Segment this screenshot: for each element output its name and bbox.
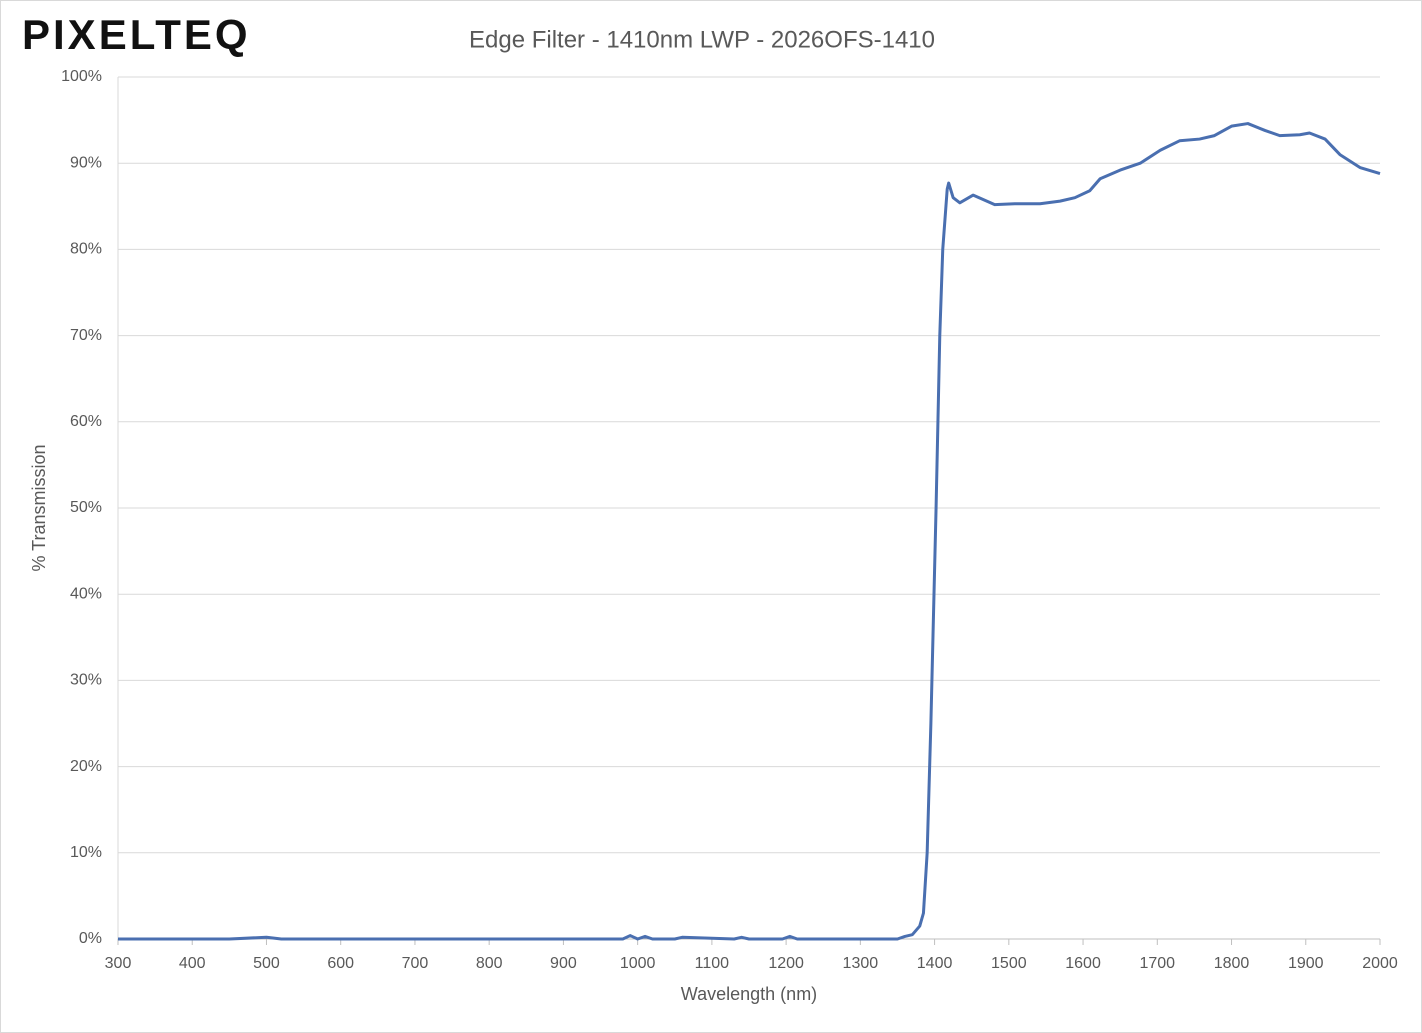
x-tick-label: 500 xyxy=(253,955,280,972)
y-tick-label: 90% xyxy=(70,154,102,171)
x-tick-label: 2000 xyxy=(1362,955,1398,972)
x-tick-label: 1800 xyxy=(1214,955,1250,972)
chart-title: Edge Filter - 1410nm LWP - 2026OFS-1410 xyxy=(469,26,935,53)
y-tick-label: 80% xyxy=(70,241,102,258)
y-axis-label: % Transmission xyxy=(29,444,49,571)
x-tick-label: 600 xyxy=(327,955,354,972)
y-tick-label: 60% xyxy=(70,413,102,430)
x-tick-label: 1700 xyxy=(1139,955,1175,972)
x-tick-label: 400 xyxy=(179,955,206,972)
y-tick-label: 50% xyxy=(70,499,102,516)
x-tick-label: 900 xyxy=(550,955,577,972)
x-tick-label: 800 xyxy=(476,955,503,972)
x-tick-label: 300 xyxy=(105,955,132,972)
y-tick-label: 100% xyxy=(61,68,102,85)
logo: PIXELTEQ xyxy=(22,11,251,58)
x-tick-label: 1300 xyxy=(843,955,879,972)
x-tick-label: 1100 xyxy=(695,955,730,972)
x-tick-label: 1600 xyxy=(1065,955,1101,972)
x-axis-label: Wavelength (nm) xyxy=(681,984,817,1004)
x-tick-label: 1200 xyxy=(768,955,804,972)
y-tick-label: 70% xyxy=(70,327,102,344)
x-tick-label: 700 xyxy=(402,955,429,972)
y-tick-label: 20% xyxy=(70,758,102,775)
x-tick-label: 1900 xyxy=(1288,955,1324,972)
x-tick-label: 1000 xyxy=(620,955,656,972)
x-tick-label: 1500 xyxy=(991,955,1027,972)
y-tick-label: 40% xyxy=(70,585,102,602)
data-line xyxy=(118,122,1381,941)
y-tick-label: 30% xyxy=(70,672,102,689)
y-tick-label: 0% xyxy=(79,930,102,947)
y-tick-label: 10% xyxy=(70,844,102,861)
x-tick-label: 1400 xyxy=(917,955,953,972)
